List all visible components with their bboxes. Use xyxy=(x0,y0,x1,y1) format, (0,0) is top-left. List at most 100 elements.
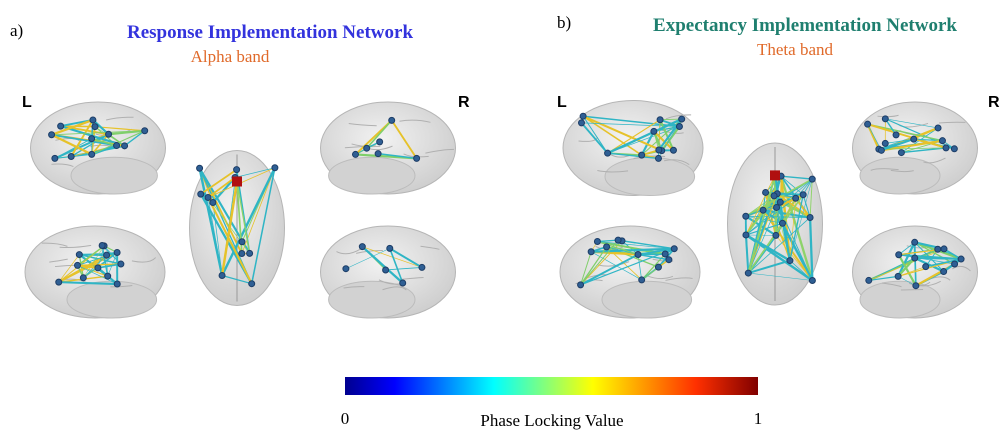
brain-views xyxy=(25,101,978,319)
node xyxy=(118,261,124,267)
node xyxy=(389,117,395,123)
brain-lobe xyxy=(71,157,157,194)
node xyxy=(793,195,799,201)
node xyxy=(52,155,58,161)
node xyxy=(639,277,645,283)
hub-node xyxy=(232,177,242,187)
node xyxy=(605,150,611,156)
node xyxy=(639,152,645,158)
panel-title: Expectancy Implementation Network xyxy=(653,15,957,36)
node xyxy=(383,267,389,273)
node xyxy=(951,146,957,152)
node xyxy=(377,139,383,145)
hemisphere-label: R xyxy=(458,94,470,111)
node xyxy=(809,277,815,283)
node xyxy=(941,269,947,275)
brain-lateral xyxy=(31,102,166,194)
hemisphere-label: L xyxy=(22,94,32,111)
node xyxy=(635,252,641,258)
colorbar xyxy=(345,377,758,395)
panel-title: Response Implementation Network xyxy=(127,22,413,43)
panel-subtitle: Theta band xyxy=(757,40,833,59)
hub-node xyxy=(770,170,780,180)
node xyxy=(239,239,245,245)
node xyxy=(655,155,661,161)
node xyxy=(878,147,884,153)
node xyxy=(912,255,918,261)
node xyxy=(352,151,358,157)
node xyxy=(935,125,941,131)
node xyxy=(106,131,112,137)
node xyxy=(615,237,621,243)
node xyxy=(234,167,240,173)
node xyxy=(952,261,958,267)
node xyxy=(771,193,777,199)
node xyxy=(594,239,600,245)
node xyxy=(895,273,901,279)
brain-lateral xyxy=(321,102,456,194)
node xyxy=(205,194,211,200)
node xyxy=(56,279,62,285)
node xyxy=(80,275,86,281)
node xyxy=(939,138,945,144)
panel-label: a) xyxy=(10,21,23,40)
brain-lateral xyxy=(563,101,703,196)
node xyxy=(743,232,749,238)
node xyxy=(866,277,872,283)
node xyxy=(896,252,902,258)
node xyxy=(114,250,120,256)
node xyxy=(142,128,148,134)
node xyxy=(58,123,64,129)
node xyxy=(578,282,584,288)
brain-lobe xyxy=(329,281,415,318)
node xyxy=(122,143,128,149)
colorbar-max: 1 xyxy=(754,409,763,428)
node xyxy=(114,281,120,287)
node xyxy=(882,116,888,122)
brain-lateral xyxy=(25,226,165,318)
node xyxy=(95,265,101,271)
node xyxy=(364,145,370,151)
node xyxy=(807,214,813,220)
node xyxy=(578,120,584,126)
node xyxy=(343,266,349,272)
node xyxy=(656,147,662,153)
node xyxy=(105,273,111,279)
node xyxy=(671,246,677,252)
node xyxy=(89,136,95,142)
node xyxy=(935,246,941,252)
brain-top xyxy=(728,143,823,305)
node xyxy=(882,140,888,146)
node xyxy=(580,113,586,119)
brain-lateral xyxy=(560,226,700,318)
brain-lateral xyxy=(853,226,978,318)
panel-subtitle: Alpha band xyxy=(191,47,270,66)
node xyxy=(92,124,98,130)
node xyxy=(604,244,610,250)
node xyxy=(75,262,81,268)
node xyxy=(923,264,929,270)
node xyxy=(249,281,255,287)
node xyxy=(104,252,110,258)
node xyxy=(676,123,682,129)
node xyxy=(898,150,904,156)
brain-lateral xyxy=(321,226,456,318)
brain-top xyxy=(190,151,285,306)
panel: b) Expectancy Implementation Network The… xyxy=(557,13,1000,111)
node xyxy=(893,132,899,138)
node xyxy=(777,199,783,205)
node xyxy=(958,256,964,262)
colorbar-label: Phase Locking Value xyxy=(480,411,623,430)
panel: a) Response Implementation Network Alpha… xyxy=(10,21,470,111)
node xyxy=(911,136,917,142)
hemisphere-label: R xyxy=(988,94,1000,111)
node xyxy=(210,200,216,206)
node xyxy=(865,121,871,127)
node xyxy=(657,117,663,123)
node xyxy=(763,189,769,195)
node xyxy=(774,204,780,210)
node xyxy=(197,165,203,171)
node xyxy=(400,280,406,286)
node xyxy=(198,191,204,197)
brain-lobe xyxy=(605,158,695,196)
